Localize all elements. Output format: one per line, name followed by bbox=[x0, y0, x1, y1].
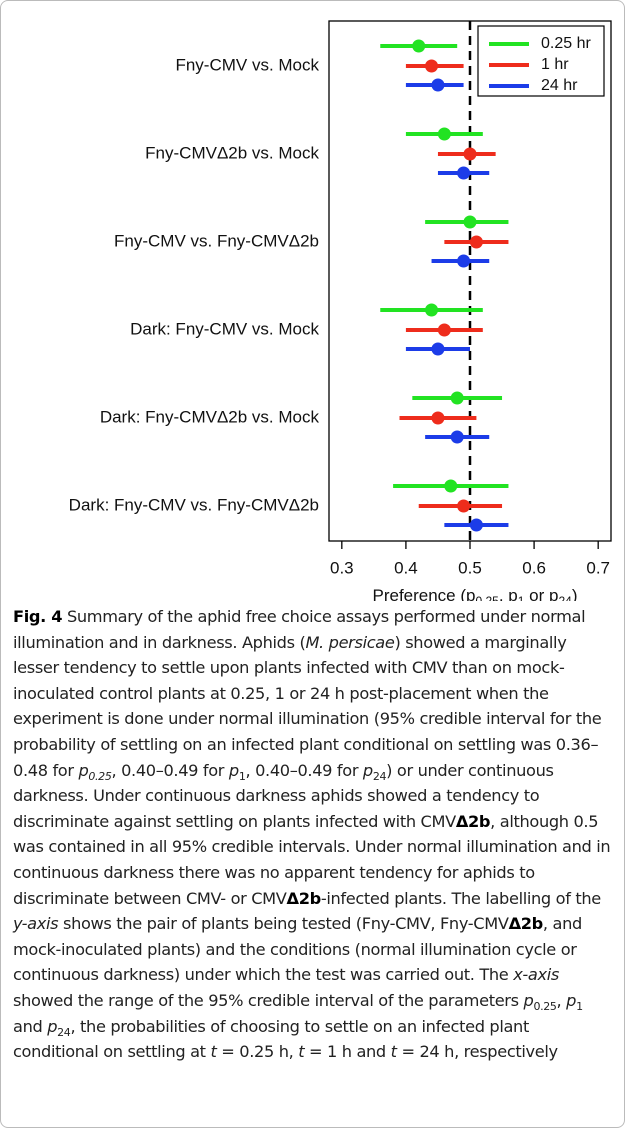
point-estimate bbox=[431, 411, 445, 425]
x-tick-label: 0.6 bbox=[522, 558, 546, 577]
point-estimate bbox=[431, 78, 445, 92]
y-category-label: Dark: Fny-CMVΔ2b vs. Mock bbox=[100, 407, 320, 426]
x-axis-label-part: ) bbox=[572, 586, 578, 601]
caption-text: p bbox=[566, 990, 577, 1010]
x-axis-label-part: 0.25 bbox=[475, 594, 499, 601]
y-category-label: Fny-CMV vs. Mock bbox=[175, 55, 319, 74]
caption-text: p bbox=[47, 1016, 58, 1036]
caption-text: ) showed a marginally lesser tendency to… bbox=[13, 632, 602, 780]
x-axis-label-part: Preference (p bbox=[372, 586, 475, 601]
caption-text: 0.25 bbox=[88, 770, 111, 783]
caption-text: Δ2b bbox=[455, 811, 491, 831]
x-axis-label-part: 1 bbox=[518, 594, 525, 601]
point-estimate bbox=[431, 342, 445, 356]
x-axis-label-part: or p bbox=[524, 586, 558, 601]
caption-text: -infected plants. The labelling of the bbox=[320, 888, 601, 908]
point-estimate bbox=[469, 518, 483, 532]
legend-label: 24 hr bbox=[541, 77, 578, 94]
x-tick-label: 0.3 bbox=[330, 558, 354, 577]
caption-text: showed the range of the 95% credible int… bbox=[13, 990, 524, 1010]
x-axis-label-part: , p bbox=[499, 586, 518, 601]
point-estimate bbox=[412, 39, 426, 53]
y-category-label: Fny-CMVΔ2b vs. Mock bbox=[145, 143, 319, 162]
point-estimate bbox=[450, 391, 464, 405]
point-estimate bbox=[457, 166, 471, 180]
caption-text: 1 bbox=[238, 769, 246, 783]
point-estimate bbox=[425, 303, 439, 317]
y-category-label: Fny-CMV vs. Fny-CMVΔ2b bbox=[114, 231, 319, 250]
x-tick-label: 0.5 bbox=[458, 558, 482, 577]
caption-text: t bbox=[210, 1042, 217, 1062]
chart: 0.3 0.4 0.5 0.6 0.7 Preference (p0.25, p1 or … bbox=[69, 20, 612, 601]
point-estimate bbox=[437, 127, 451, 141]
caption-text: , 0.40–0.49 for bbox=[245, 760, 363, 780]
caption-text: p bbox=[362, 760, 373, 780]
x-tick-label: 0.7 bbox=[586, 558, 610, 577]
legend-label: 0.25 hr bbox=[541, 35, 591, 52]
caption-text: , the probabilities of choosing to settl… bbox=[13, 1016, 529, 1062]
caption-text: , although 0.5 was contained in all 95% … bbox=[13, 811, 611, 908]
y-category-label: Dark: Fny-CMV vs. Fny-CMVΔ2b bbox=[69, 495, 319, 514]
caption-text: x-axis bbox=[513, 965, 559, 985]
point-estimate bbox=[469, 235, 483, 249]
caption-text: , bbox=[556, 990, 567, 1010]
caption-text: 24 bbox=[372, 769, 387, 783]
point-estimate bbox=[425, 59, 439, 73]
caption-text: t bbox=[390, 1042, 397, 1062]
caption-text: = 0.25 h, bbox=[216, 1042, 299, 1062]
caption-text: 0.25 bbox=[88, 769, 112, 783]
caption-text: shows the pair of plants being tested (F… bbox=[58, 914, 509, 934]
caption-text: and bbox=[13, 1016, 48, 1036]
caption-text: y-axis bbox=[13, 914, 59, 934]
caption-text: Δ2b bbox=[508, 914, 544, 934]
point-estimate bbox=[457, 499, 471, 513]
caption-text: p bbox=[228, 760, 239, 780]
caption-text: M. persicae bbox=[305, 632, 395, 652]
caption-text: = 24 h, respectively bbox=[396, 1042, 558, 1062]
figure-label: Fig. 4 bbox=[13, 607, 63, 626]
x-tick-label: 0.4 bbox=[394, 558, 418, 577]
caption-text: Δ2b bbox=[286, 888, 322, 908]
x-axis-label-part: 24 bbox=[558, 594, 572, 601]
point-estimate bbox=[463, 147, 477, 161]
point-estimate bbox=[457, 254, 471, 268]
point-estimate bbox=[444, 479, 458, 493]
caption: Fig. 4 Summary of the aphid free choice … bbox=[13, 604, 615, 1065]
caption-text: p bbox=[78, 760, 89, 780]
point-estimate bbox=[437, 323, 451, 337]
x-axis-label: Preference (p0.25, p1 or p24) bbox=[372, 586, 577, 601]
caption-text: ) or under continuous darkness. Under co… bbox=[13, 760, 554, 831]
caption-text: , and mock-inoculated plants) and the co… bbox=[13, 914, 582, 985]
caption-text: , 0.40–0.49 for bbox=[111, 760, 229, 780]
caption-text: 0.25 bbox=[533, 1000, 557, 1014]
caption-text: 1 bbox=[576, 1000, 583, 1014]
caption-text: p bbox=[523, 990, 534, 1010]
y-category-label: Dark: Fny-CMV vs. Mock bbox=[130, 319, 319, 338]
point-estimate bbox=[463, 215, 477, 229]
point-estimate bbox=[450, 430, 464, 444]
caption-text: t bbox=[298, 1042, 305, 1062]
caption-text: Summary of the aphid free choice assays … bbox=[13, 607, 586, 652]
caption-text: = 1 h and bbox=[304, 1042, 391, 1062]
caption-text: 24 bbox=[57, 1025, 71, 1039]
legend-label: 1 hr bbox=[541, 56, 569, 73]
